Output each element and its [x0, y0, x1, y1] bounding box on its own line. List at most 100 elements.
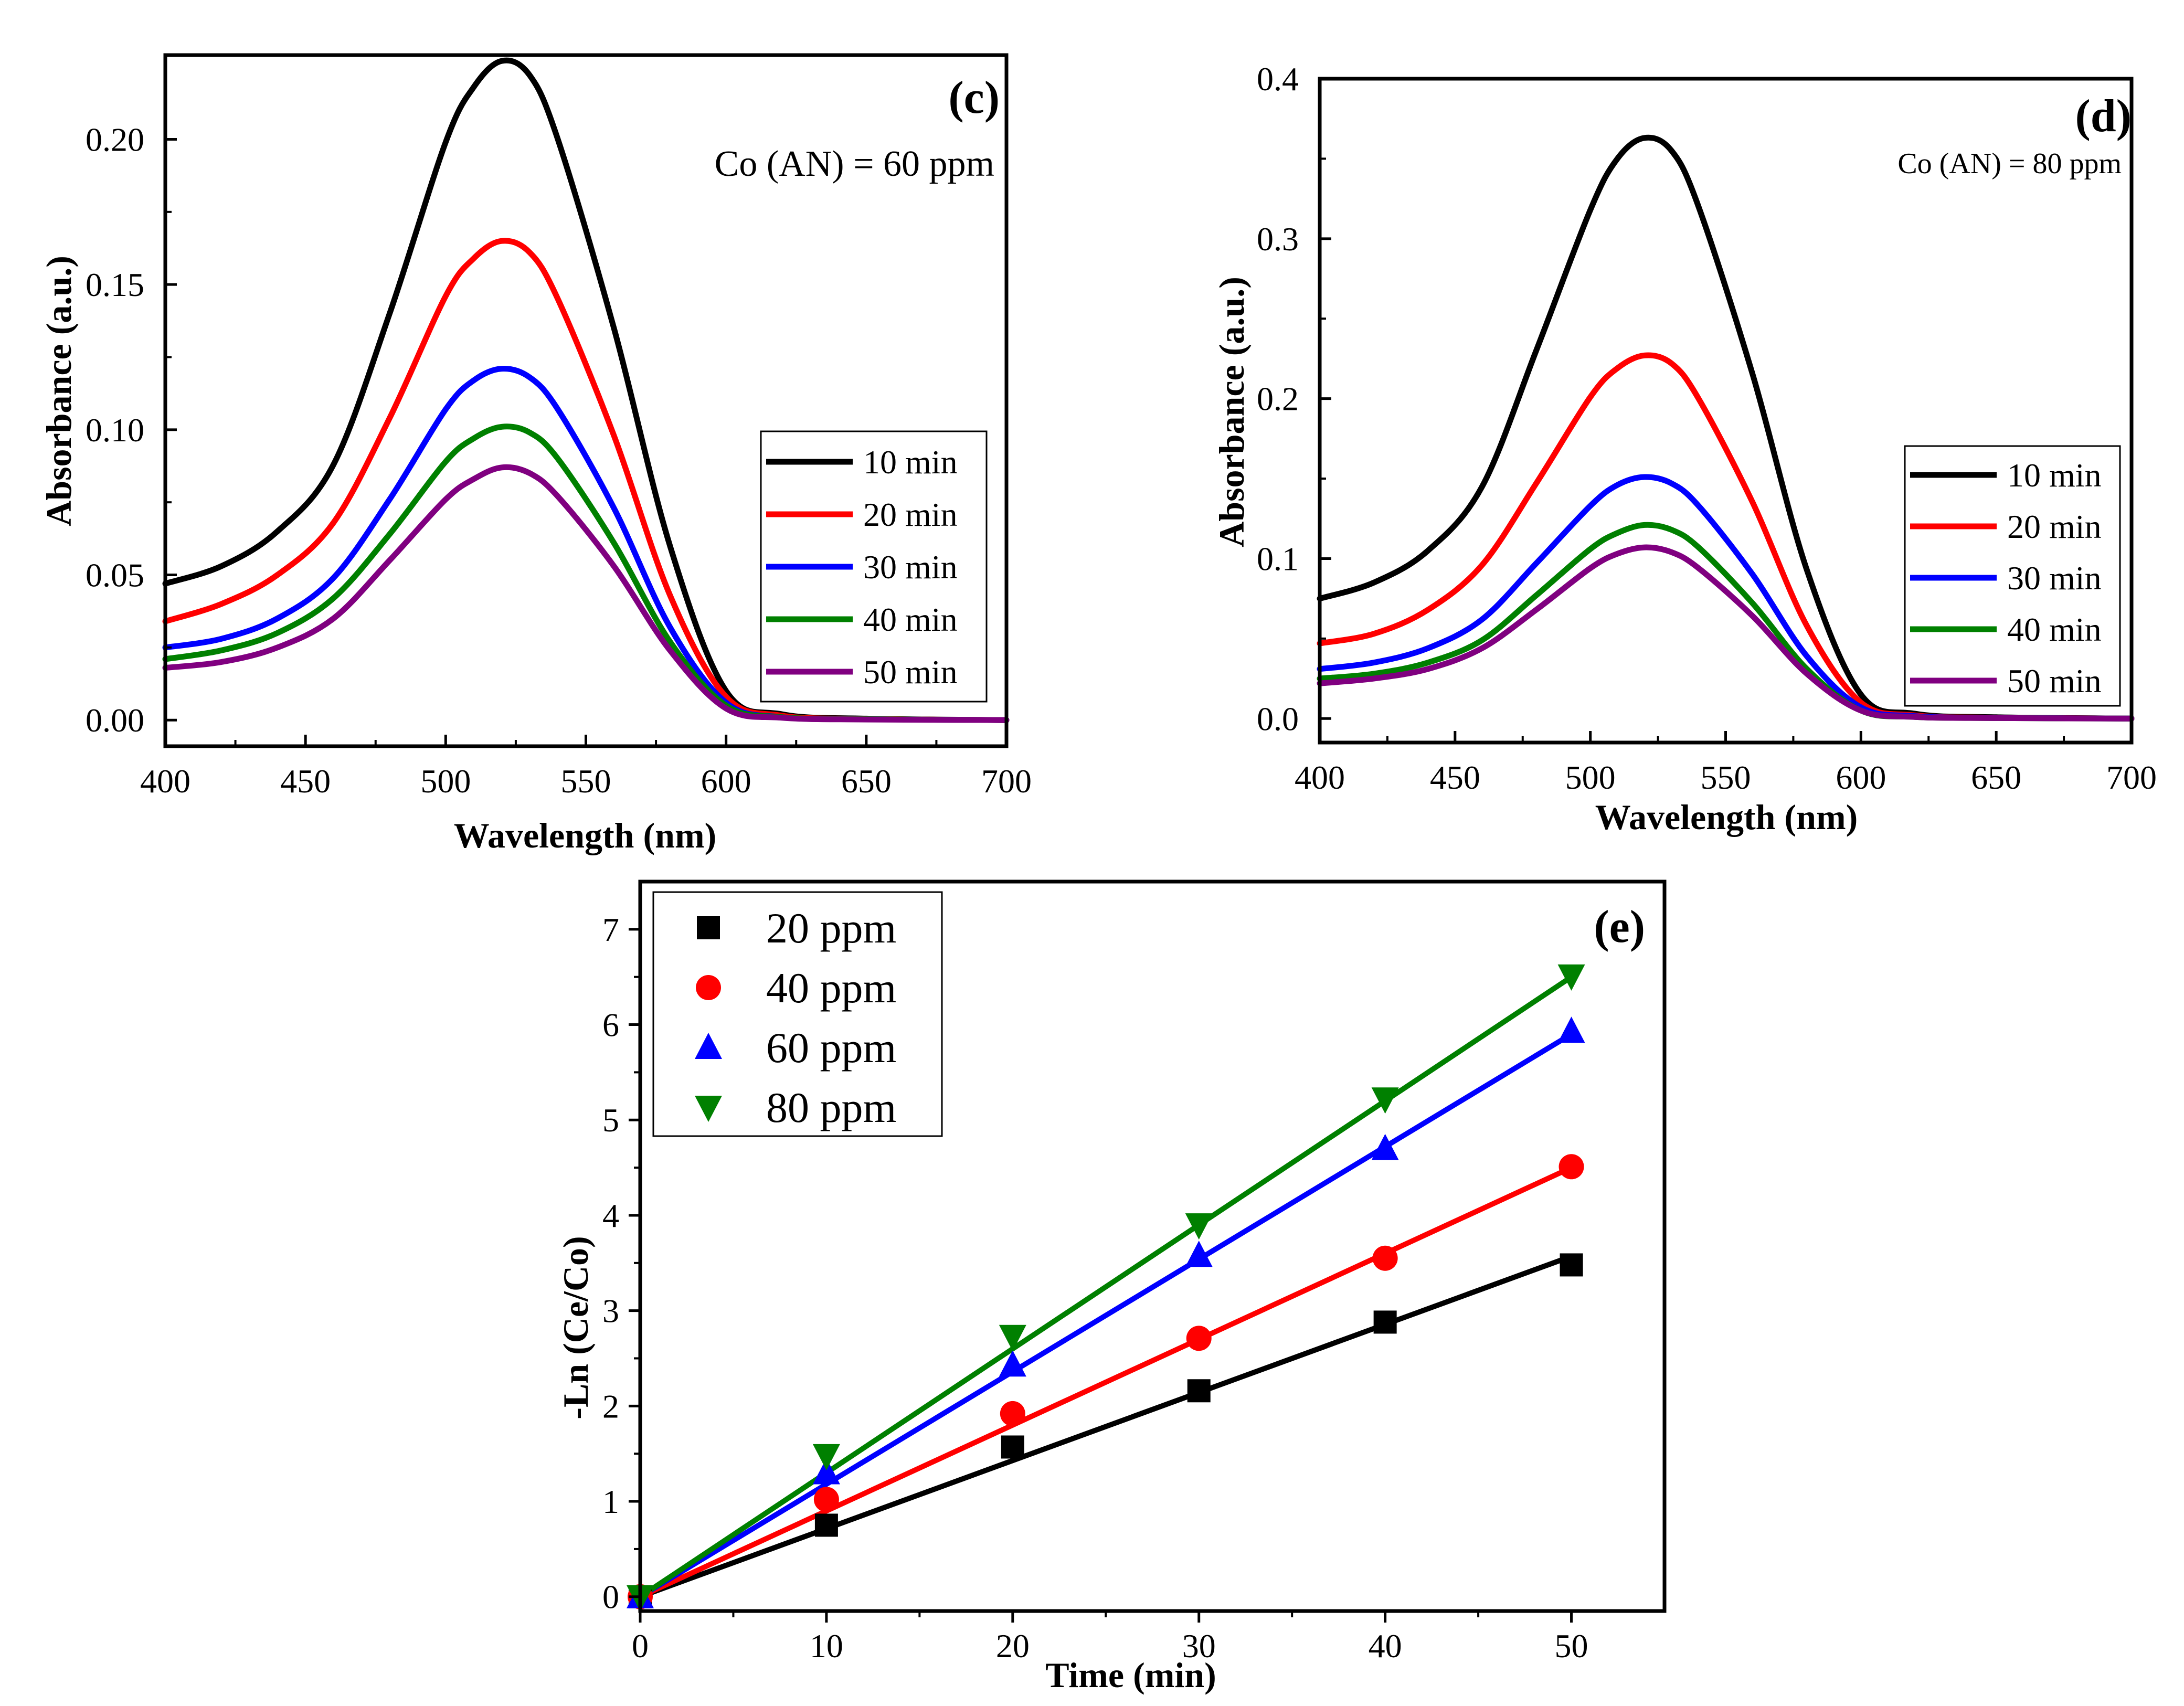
- panel-c-x-tick-label: 600: [701, 762, 751, 800]
- panel-c-x-tick-label: 650: [841, 762, 892, 800]
- panel-d-y-ticks: 0.0 0.1 0.2 0.3 0.4: [1257, 60, 1331, 737]
- panel-c-legend: 10 min 20 min 30 min 40 min 50 min: [760, 430, 988, 703]
- panel-e-legend-label: 20 ppm: [766, 904, 896, 952]
- panel-d-annotation: Co (AN) = 80 ppm: [1897, 147, 2122, 180]
- panel-e-data-point: [812, 1458, 840, 1485]
- panel-d-y-tick-label: 0.3: [1257, 220, 1299, 258]
- panel-e-data-point: [1371, 1087, 1399, 1114]
- panel-e: 0 10 20 30 40 50 0 1 2 3 4 5 6 7 Time (min) -Ln (Ce/…: [556, 880, 1667, 1695]
- panel-d-x-tick-label: 550: [1701, 759, 1751, 796]
- panel-e-label: (e): [1594, 902, 1645, 952]
- panel-c-legend-label: 40 min: [863, 601, 958, 638]
- panel-c-annotation: Co (AN) = 60 ppm: [715, 144, 994, 184]
- panel-e-x-tick-label: 40: [1369, 1627, 1402, 1665]
- panel-e-legend-label: 40 ppm: [766, 964, 896, 1012]
- panel-e-y-tick-label: 0: [602, 1578, 619, 1616]
- panel-c-x-tick-label: 400: [140, 762, 190, 800]
- panel-d-series-line-50-min: [1317, 544, 2135, 722]
- panel-e-data-point: [812, 1444, 840, 1470]
- panel-e-y-tick-label: 1: [602, 1483, 619, 1520]
- panel-e-data-point: [1560, 1253, 1583, 1277]
- panel-e-legend-marker: [696, 975, 721, 1000]
- panel-d-x-tick-label: 600: [1836, 759, 1886, 796]
- panel-e-data-point: [814, 1513, 838, 1537]
- panel-e-y-tick-label: 7: [602, 911, 619, 948]
- panel-c-x-tick-label: 500: [420, 762, 471, 800]
- panel-c-x-tick-label: 450: [280, 762, 331, 800]
- panel-c-x-tick-label: 550: [561, 762, 611, 800]
- panel-c-y-tick-label: 0.00: [86, 702, 144, 739]
- panel-e-data-point: [1001, 1435, 1024, 1459]
- panel-e-x-tick-label: 10: [810, 1627, 843, 1665]
- panel-e-data-point: [1185, 1241, 1213, 1267]
- panel-e-data-point: [1559, 1154, 1584, 1180]
- panel-c-series-line-50-min: [162, 464, 1010, 723]
- panel-e-data-point: [1185, 1213, 1213, 1240]
- panel-e-data-point: [999, 1350, 1026, 1377]
- panel-d-x-tick-label: 400: [1295, 759, 1345, 796]
- panel-c-legend-items: 10 min 20 min 30 min 40 min 50 min: [766, 443, 958, 691]
- panel-d-legend-label: 10 min: [2007, 457, 2102, 494]
- panel-e-data-point: [1186, 1326, 1212, 1351]
- panel-e-y-tick-label: 3: [602, 1292, 619, 1330]
- panel-e-x-tick-label: 0: [632, 1627, 649, 1665]
- panel-e-data-point: [1557, 964, 1585, 991]
- panel-d-x-axis-title: Wavelength (nm): [1595, 797, 1858, 837]
- panel-e-x-tick-label: 50: [1555, 1627, 1588, 1665]
- panel-d: 400 450 500 550 600 650 700 0.0 0.1 0.2 0.3 0.4 Wa…: [1212, 60, 2157, 837]
- panel-e-data-point: [1373, 1310, 1397, 1334]
- panel-e-legend-items: 20 ppm 40 ppm 60 ppm 80 ppm: [695, 904, 896, 1131]
- panel-e-frame: [638, 880, 1667, 1613]
- panel-e-y-tick-label: 6: [602, 1006, 619, 1044]
- panel-c-legend-label: 20 min: [863, 496, 958, 533]
- panel-d-legend-items: 10 min 20 min 30 min 40 min 50 min: [1910, 457, 2102, 700]
- panel-e-legend-label: 80 ppm: [766, 1084, 896, 1131]
- panel-e-legend: 20 ppm 40 ppm 60 ppm 80 ppm: [652, 891, 943, 1137]
- panel-c-y-tick-label: 0.15: [86, 266, 144, 303]
- panel-e-x-tick-label: 20: [996, 1627, 1030, 1665]
- panel-e-fit-line-80-ppm: [639, 974, 1573, 1599]
- panel-d-x-tick-label: 500: [1565, 759, 1616, 796]
- panel-c-legend-label: 10 min: [863, 443, 958, 481]
- panel-d-label: (d): [2075, 91, 2132, 142]
- panel-d-legend-label: 40 min: [2007, 611, 2102, 648]
- panel-e-data-point: [1187, 1379, 1211, 1403]
- panel-d-legend-label: 50 min: [2007, 662, 2102, 700]
- panel-c: 400 450 500 550 600 650 700 0.000.050.100.150.…: [39, 53, 1032, 855]
- panel-e-data-point: [1371, 1133, 1399, 1160]
- panel-e-plot-area: [627, 964, 1585, 1612]
- panel-e-y-tick-label: 5: [602, 1101, 619, 1139]
- panel-e-y-ticks: 0 1 2 3 4 5 6 7: [602, 911, 640, 1616]
- panel-d-y-tick-label: 0.1: [1257, 540, 1299, 577]
- panel-e-data-point: [1372, 1245, 1398, 1271]
- panel-e-y-tick-label: 2: [602, 1387, 619, 1425]
- panel-e-data-point: [813, 1487, 839, 1512]
- panel-e-y-tick-label: 4: [602, 1197, 619, 1234]
- panel-c-y-tick-label: 0.10: [86, 411, 144, 449]
- panel-e-y-axis-title: -Ln (Ce/Co): [556, 1236, 596, 1419]
- panel-c-legend-label: 30 min: [863, 548, 958, 586]
- panel-d-y-axis-title: Absorbance (a.u.): [1212, 277, 1252, 547]
- panel-d-y-tick-label: 0.2: [1257, 380, 1299, 418]
- panel-c-y-axis-title: Absorbance (a.u.): [39, 256, 79, 526]
- panel-e-fit-line-40-ppm: [639, 1165, 1573, 1599]
- panel-d-x-tick-label: 700: [2106, 759, 2157, 796]
- panel-e-legend-marker: [695, 1033, 722, 1059]
- panel-c-y-tick-label: 0.05: [86, 557, 144, 594]
- panel-c-y-ticks: 0.00 0.05 0.10 0.15 0.20: [86, 121, 177, 739]
- panel-c-x-ticks: 400 450 500 550 600 650 700: [140, 735, 1032, 800]
- panel-e-legend-marker: [695, 1096, 722, 1122]
- panel-d-y-tick-label: 0.0: [1257, 700, 1299, 737]
- panel-e-x-tick-label: 30: [1182, 1627, 1216, 1665]
- panel-d-y-tick-label: 0.4: [1257, 60, 1299, 98]
- panel-d-plot-area: [1317, 134, 2135, 722]
- panel-c-legend-label: 50 min: [863, 653, 958, 691]
- panel-c-x-tick-label: 700: [981, 762, 1032, 800]
- panel-e-data-point: [1557, 1016, 1585, 1043]
- panel-c-x-axis-title: Wavelength (nm): [454, 815, 717, 855]
- panel-e-legend-label: 60 ppm: [766, 1024, 896, 1072]
- panel-e-fit-line-20-ppm: [639, 1254, 1573, 1599]
- panel-c-label: (c): [948, 72, 1000, 123]
